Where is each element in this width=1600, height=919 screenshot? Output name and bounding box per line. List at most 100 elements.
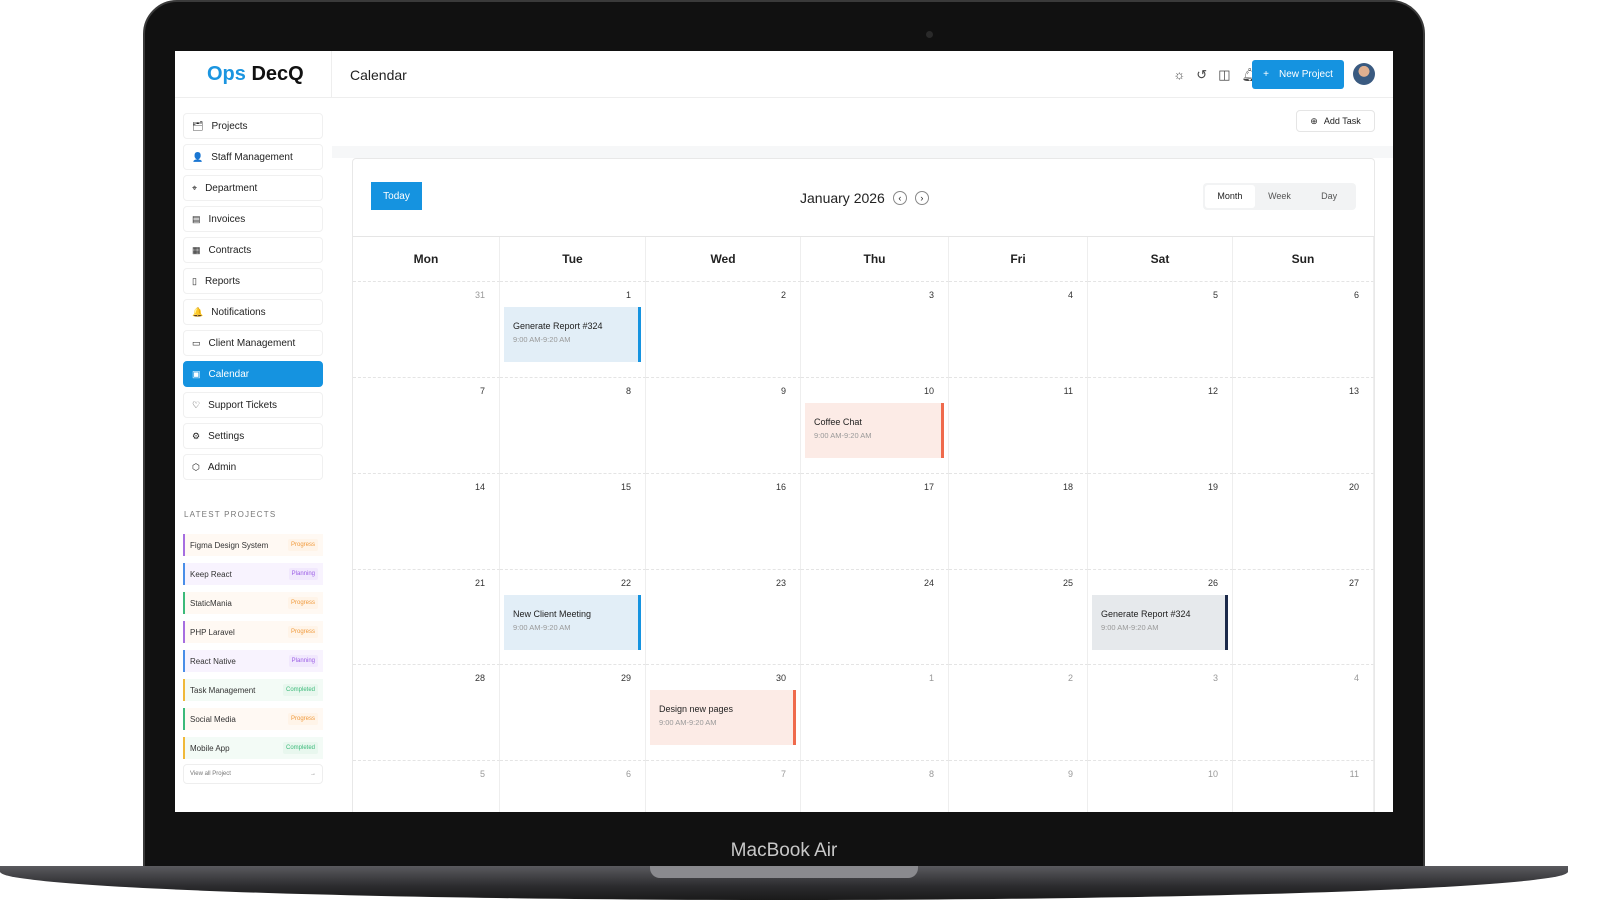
sun-icon[interactable]: ☼: [1173, 67, 1186, 82]
sidebar-item-reports[interactable]: ▯ Reports: [183, 268, 323, 294]
day-cell[interactable]: 13: [1233, 377, 1374, 473]
calendar-event[interactable]: Design new pages 9:00 AM-9:20 AM: [650, 690, 796, 745]
day-cell[interactable]: 9: [646, 377, 801, 473]
avatar[interactable]: [1353, 63, 1375, 85]
day-cell[interactable]: 22 New Client Meeting 9:00 AM-9:20 AM: [500, 569, 646, 664]
chevron-left-icon[interactable]: ‹: [892, 191, 907, 205]
sidebar-item-staff-management[interactable]: 👤 Staff Management: [183, 144, 323, 170]
day-cell[interactable]: 11: [1233, 760, 1374, 812]
divider: [331, 51, 332, 97]
day-cell[interactable]: 15: [500, 473, 646, 569]
day-cell[interactable]: 29: [500, 664, 646, 760]
day-cell[interactable]: 21: [353, 569, 500, 664]
calendar-event[interactable]: Generate Report #324 9:00 AM-9:20 AM: [504, 307, 641, 362]
calendar-event[interactable]: Coffee Chat 9:00 AM-9:20 AM: [805, 403, 944, 458]
event-time: 9:00 AM-9:20 AM: [659, 718, 717, 727]
view-day-tab[interactable]: Day: [1321, 191, 1338, 201]
calendar-event[interactable]: Generate Report #324 9:00 AM-9:20 AM: [1092, 595, 1228, 650]
day-number: 25: [1062, 578, 1073, 588]
day-cell[interactable]: 3: [801, 281, 949, 377]
day-number: 7: [780, 769, 786, 779]
day-cell[interactable]: 26 Generate Report #324 9:00 AM-9:20 AM: [1088, 569, 1233, 664]
sidebar-icon[interactable]: ◫: [1218, 67, 1231, 82]
day-cell[interactable]: 10: [1088, 760, 1233, 812]
project-item[interactable]: PHP Laravel Progress: [183, 621, 323, 643]
sidebar-item-calendar[interactable]: ▣ Calendar: [183, 361, 323, 387]
sidebar-item-projects[interactable]: 🗂 Projects: [183, 113, 323, 139]
calendar-event[interactable]: New Client Meeting 9:00 AM-9:20 AM: [504, 595, 641, 650]
day-cell[interactable]: 8: [500, 377, 646, 473]
project-item[interactable]: Task Management Completed: [183, 679, 323, 701]
day-cell[interactable]: 17: [801, 473, 949, 569]
day-cell[interactable]: 18: [949, 473, 1088, 569]
sidebar-item-label: Staff Management: [211, 151, 293, 163]
day-cell[interactable]: 5: [353, 760, 500, 812]
day-number: 30: [775, 673, 786, 683]
sidebar-item-invoices[interactable]: ▤ Invoices: [183, 206, 323, 232]
day-cell[interactable]: 30 Design new pages 9:00 AM-9:20 AM: [646, 664, 801, 760]
day-cell[interactable]: 1: [801, 664, 949, 760]
logo[interactable]: Ops DecQ: [207, 63, 304, 86]
day-cell[interactable]: 2: [646, 281, 801, 377]
sidebar-item-settings[interactable]: ⚙ Settings: [183, 423, 323, 449]
sidebar-item-department[interactable]: ⌖ Department: [183, 175, 323, 201]
day-cell[interactable]: 6: [500, 760, 646, 812]
day-cell[interactable]: 31: [353, 281, 500, 377]
view-week-tab[interactable]: Week: [1268, 191, 1291, 201]
day-cell[interactable]: 19: [1088, 473, 1233, 569]
day-cell[interactable]: 3: [1088, 664, 1233, 760]
day-cell[interactable]: 5: [1088, 281, 1233, 377]
day-cell[interactable]: 16: [646, 473, 801, 569]
project-item[interactable]: Mobile App Completed: [183, 737, 323, 759]
project-item[interactable]: Figma Design System Progress: [183, 534, 323, 556]
sidebar-item-support-tickets[interactable]: ♡ Support Tickets: [183, 392, 323, 418]
day-cell[interactable]: 8: [801, 760, 949, 812]
department-icon: ⌖: [192, 182, 198, 193]
contract-icon: ▦: [192, 244, 201, 255]
view-month-tab[interactable]: Month: [1205, 185, 1255, 208]
day-cell[interactable]: 4: [1233, 664, 1374, 760]
arrow-right-icon: →: [310, 771, 316, 777]
latest-projects-title: LATEST PROJECTS: [184, 510, 277, 519]
status-badge: Planning: [288, 568, 318, 580]
today-button[interactable]: Today: [371, 182, 422, 210]
day-number: 9: [780, 386, 786, 396]
sidebar-item-label: Department: [205, 182, 258, 194]
day-cell[interactable]: 2: [949, 664, 1088, 760]
day-cell[interactable]: 1 Generate Report #324 9:00 AM-9:20 AM: [500, 281, 646, 377]
sidebar-item-contracts[interactable]: ▦ Contracts: [183, 237, 323, 263]
day-number: 7: [479, 386, 485, 396]
day-cell[interactable]: 14: [353, 473, 500, 569]
sidebar-item-notifications[interactable]: 🔔 Notifications: [183, 299, 323, 325]
project-item[interactable]: StaticMania Progress: [183, 592, 323, 614]
day-cell[interactable]: 7: [353, 377, 500, 473]
day-cell[interactable]: 28: [353, 664, 500, 760]
day-cell[interactable]: 6: [1233, 281, 1374, 377]
new-project-button[interactable]: + New Project: [1252, 60, 1344, 89]
chevron-right-icon[interactable]: ›: [914, 191, 929, 205]
day-cell[interactable]: 25: [949, 569, 1088, 664]
day-cell[interactable]: 23: [646, 569, 801, 664]
day-cell[interactable]: 27: [1233, 569, 1374, 664]
view-all-projects-link[interactable]: View all Project →: [183, 764, 323, 784]
project-item[interactable]: Social Media Progress: [183, 708, 323, 730]
history-icon[interactable]: ↺: [1196, 67, 1208, 82]
add-task-button[interactable]: ⊕ Add Task: [1296, 110, 1375, 132]
project-item[interactable]: React Native Planning: [183, 650, 323, 672]
sidebar-item-label: Support Tickets: [208, 399, 277, 411]
project-item[interactable]: Keep React Planning: [183, 563, 323, 585]
user-icon: 👤: [192, 151, 204, 162]
sidebar-item-admin[interactable]: ⬡ Admin: [183, 454, 323, 480]
day-cell[interactable]: 12: [1088, 377, 1233, 473]
day-cell[interactable]: 9: [949, 760, 1088, 812]
view-all-label: View all Project: [190, 771, 231, 777]
day-number: 20: [1348, 482, 1359, 492]
sidebar-item-client-management[interactable]: ▭ Client Management: [183, 330, 323, 356]
day-cell[interactable]: 20: [1233, 473, 1374, 569]
day-cell[interactable]: 7: [646, 760, 801, 812]
day-cell[interactable]: 11: [949, 377, 1088, 473]
day-cell[interactable]: 24: [801, 569, 949, 664]
day-cell[interactable]: 4: [949, 281, 1088, 377]
day-cell[interactable]: 10 Coffee Chat 9:00 AM-9:20 AM: [801, 377, 949, 473]
day-number: 11: [1063, 386, 1073, 396]
